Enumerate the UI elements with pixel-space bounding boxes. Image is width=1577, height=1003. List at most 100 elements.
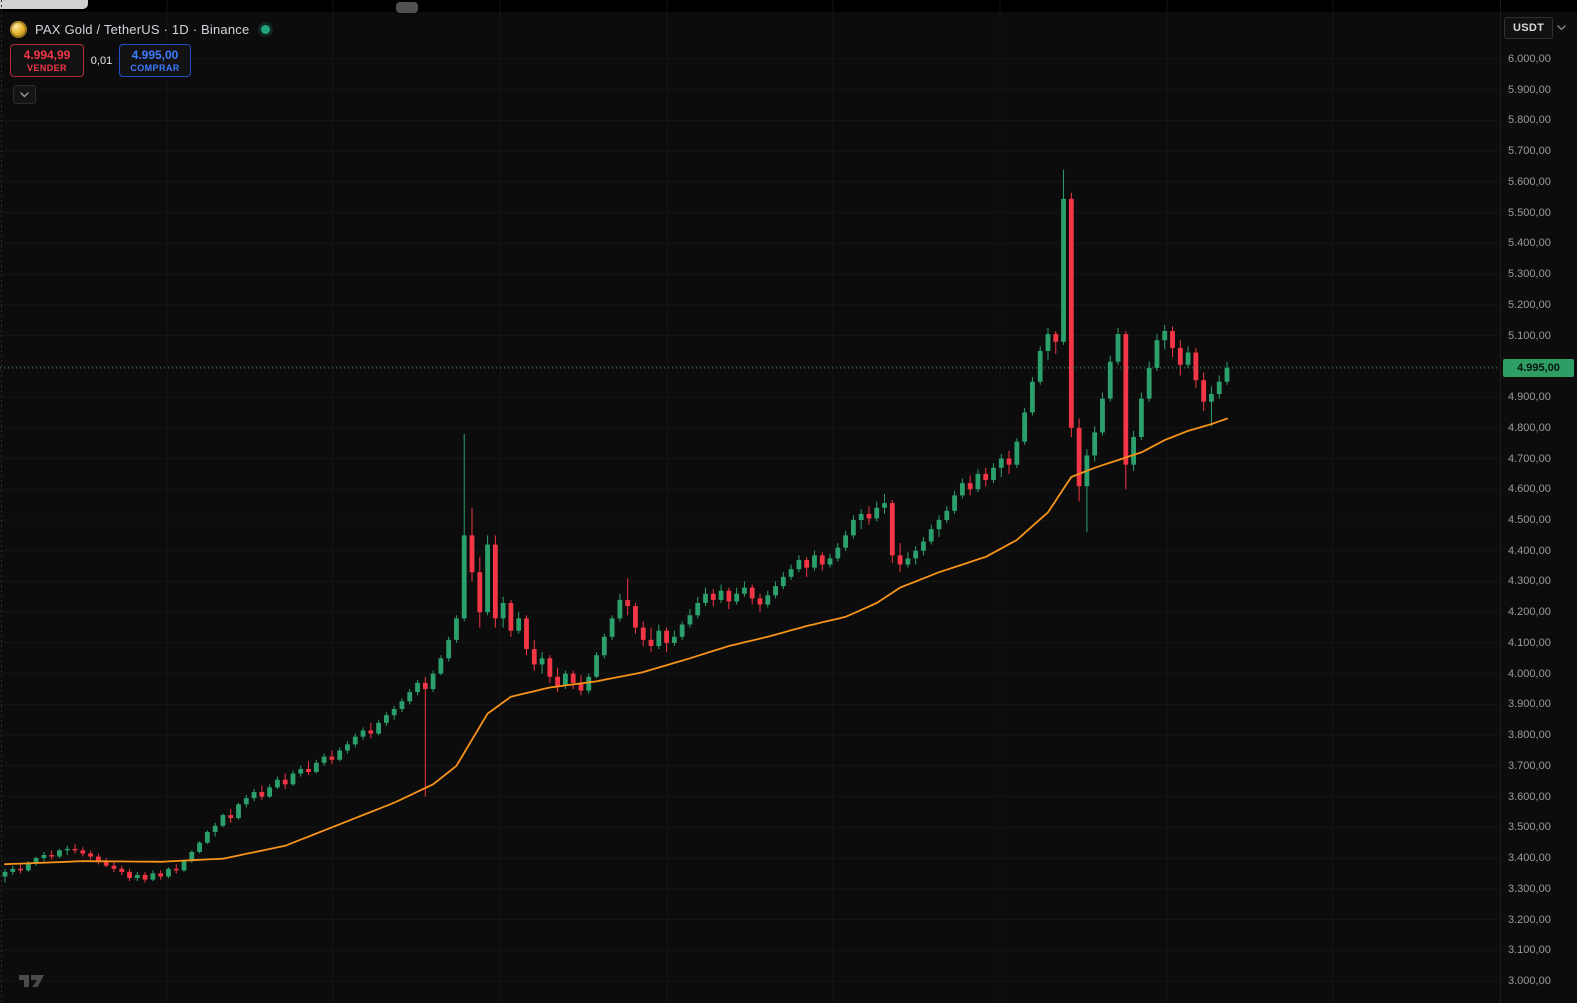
candle-body	[469, 535, 475, 573]
candle-body	[1115, 334, 1121, 362]
candle-body	[57, 850, 62, 857]
candle-body	[742, 587, 747, 594]
sell-button[interactable]: 4.994,99 VENDER	[10, 44, 84, 77]
candle-body	[88, 853, 94, 857]
candle-body	[609, 618, 615, 637]
candle-body	[80, 850, 86, 854]
price-axis-label: 3.000,00	[1508, 975, 1551, 987]
symbol-header: PAX Gold / TetherUS · 1D · Binance	[10, 19, 271, 39]
candle-body	[72, 848, 78, 851]
candle-body	[360, 730, 366, 737]
candle-body	[671, 636, 677, 643]
price-axis-label: 3.200,00	[1508, 913, 1551, 926]
candle-body	[804, 559, 810, 568]
sell-label: VENDER	[27, 62, 67, 73]
price-axis-label: 5.500,00	[1508, 206, 1551, 219]
candle-body	[407, 692, 413, 702]
candle-body	[991, 467, 996, 481]
candle-body	[765, 595, 771, 605]
market-status-dot-icon[interactable]	[261, 24, 271, 34]
price-axis-label: 4.600,00	[1508, 483, 1551, 496]
price-axis[interactable]: 6.000,00 5.900,00 5.800,00 5.700,00 5.600,00…	[1500, 0, 1577, 1003]
candle-body	[313, 762, 319, 773]
price-axis-label: 3.500,00	[1508, 821, 1551, 834]
candlestick-chart-canvas[interactable]	[0, 0, 1500, 1003]
candle-body	[282, 779, 288, 785]
candle-body	[578, 682, 584, 691]
buy-button[interactable]: 4.995,00 COMPRAR	[119, 44, 191, 77]
chevron-down-icon	[20, 91, 29, 97]
candle-body	[127, 871, 132, 879]
candle-body	[376, 722, 382, 734]
candle-body	[321, 756, 327, 763]
currency-selector[interactable]: USDT	[1504, 17, 1566, 39]
candle-body	[477, 572, 483, 613]
candle-body	[687, 615, 693, 625]
candle-body	[485, 544, 490, 613]
price-axis-label: 3.900,00	[1508, 698, 1551, 711]
price-axis-label: 3.800,00	[1508, 729, 1551, 742]
candle-body	[173, 868, 179, 871]
candle-body	[710, 593, 716, 600]
candle-body	[1006, 458, 1012, 465]
candle-body	[866, 513, 872, 519]
candle-body	[306, 768, 311, 773]
candle-body	[539, 658, 545, 665]
price-axis-label: 4.300,00	[1508, 575, 1551, 588]
candle-body	[1154, 340, 1160, 368]
candle-body	[96, 856, 101, 862]
candle-body	[921, 541, 926, 551]
price-axis-label: 5.800,00	[1508, 114, 1551, 127]
candle-body	[150, 873, 156, 880]
candle-body	[913, 550, 919, 559]
candle-body	[119, 868, 125, 872]
candle-body	[703, 593, 708, 603]
current-price-tag: 4.995,00	[1503, 358, 1574, 377]
candle-body	[438, 658, 444, 674]
candle-body	[983, 473, 989, 481]
candle-body	[1177, 347, 1183, 365]
price-axis-label: 3.700,00	[1508, 759, 1551, 772]
candle-body	[1138, 398, 1144, 438]
candle-body	[399, 701, 405, 710]
collapse-panel-button[interactable]	[13, 85, 36, 104]
price-axis-label: 5.900,00	[1508, 83, 1551, 96]
chevron-down-icon[interactable]	[1557, 25, 1566, 31]
candle-body	[212, 825, 218, 832]
candle-body	[695, 602, 701, 616]
candle-body	[1053, 334, 1059, 342]
currency-button[interactable]: USDT	[1504, 17, 1554, 39]
candle-body	[134, 874, 140, 879]
candle-body	[617, 599, 623, 619]
price-axis-label: 4.200,00	[1508, 606, 1551, 619]
buy-label: COMPRAR	[130, 62, 180, 73]
candle-body	[547, 658, 553, 677]
candle-body	[41, 854, 47, 859]
candle-body	[1014, 441, 1020, 465]
candle-body	[850, 520, 856, 536]
candle-body	[889, 503, 895, 556]
candle-body	[944, 510, 950, 520]
candle-body	[601, 636, 607, 656]
candle-body	[1100, 398, 1105, 433]
candle-body	[656, 630, 662, 647]
candle-body	[1185, 352, 1191, 365]
price-axis-label: 5.300,00	[1508, 268, 1551, 281]
candle-body	[757, 598, 763, 605]
candle-body	[718, 590, 724, 600]
candle-body	[492, 544, 498, 619]
candle-body	[111, 865, 117, 869]
candle-body	[508, 602, 514, 631]
candle-body	[827, 558, 833, 565]
candle-body	[259, 791, 265, 797]
price-axis-label: 3.400,00	[1508, 852, 1551, 865]
candle-body	[679, 624, 685, 637]
candle-body	[49, 854, 55, 857]
candle-body	[563, 673, 568, 686]
candle-body	[749, 587, 755, 599]
candle-body	[516, 618, 522, 631]
tradingview-logo-icon[interactable]	[18, 971, 46, 989]
candle-body	[952, 495, 957, 511]
price-axis-label: 4.400,00	[1508, 544, 1551, 557]
symbol-title[interactable]: PAX Gold / TetherUS · 1D · Binance	[35, 21, 250, 37]
